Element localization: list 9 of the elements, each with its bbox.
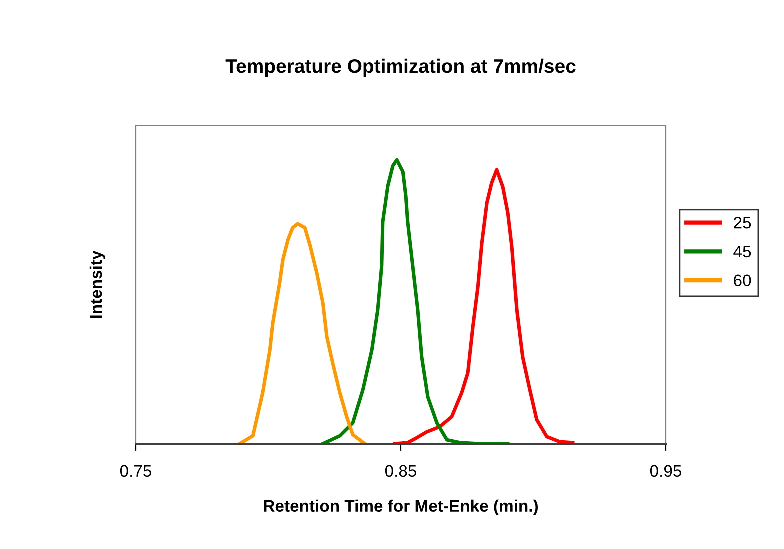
x-tick-label: 0.75 xyxy=(120,465,152,478)
x-axis-title: Retention Time for Met-Enke (min.) xyxy=(264,500,538,516)
legend-label: 60 xyxy=(734,274,752,287)
legend-label: 45 xyxy=(734,246,752,258)
x-tick-label: 0.95 xyxy=(650,465,682,478)
x-tick-label: 0.85 xyxy=(385,465,417,478)
legend-label: 25 xyxy=(734,217,752,229)
chart-title: Temperature Optimization at 7mm/sec xyxy=(226,58,576,78)
y-axis-title: Intensity xyxy=(90,250,106,318)
